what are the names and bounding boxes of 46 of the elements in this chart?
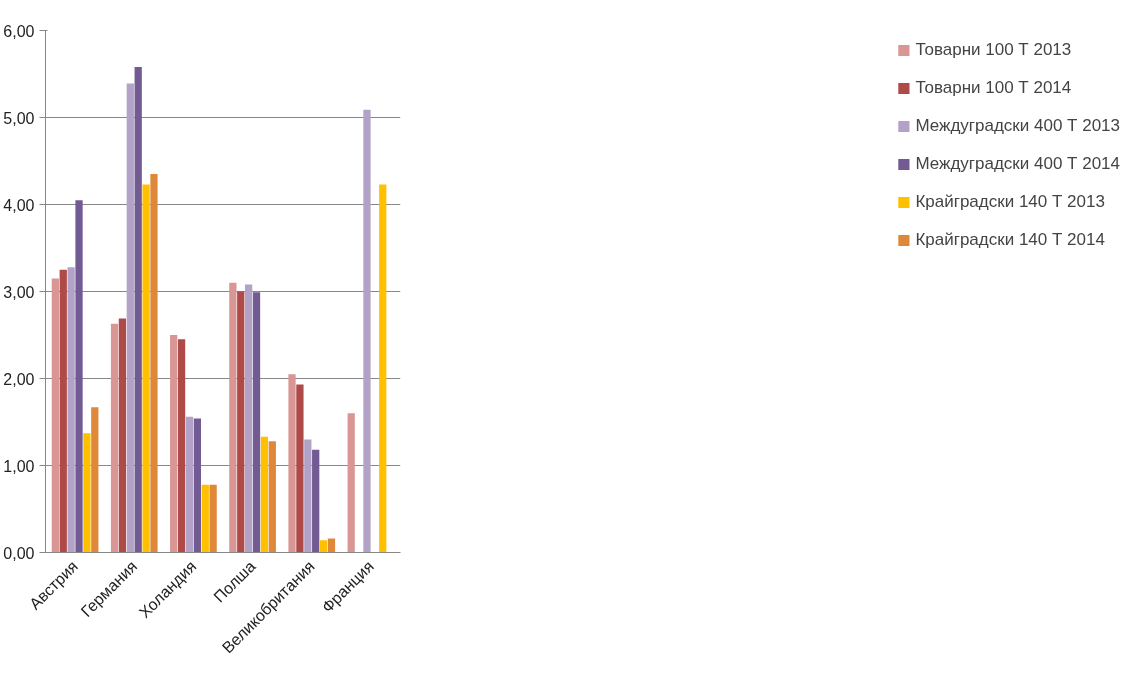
bar: [67, 267, 75, 553]
bar: [304, 439, 312, 553]
bar: [252, 292, 261, 553]
bar: [126, 83, 134, 553]
bar: [193, 418, 201, 553]
bar: [260, 436, 269, 553]
y-tick-label: 2,00: [3, 370, 35, 388]
bar: [83, 433, 91, 553]
bar: [150, 174, 158, 553]
bar: [59, 269, 67, 553]
y-tick-label: 0,00: [3, 544, 35, 562]
bar: [170, 335, 178, 553]
bar: [110, 323, 119, 553]
bar: [134, 67, 142, 553]
bar: [185, 416, 194, 553]
legend-label: Междуградски 400 Т 2014: [915, 154, 1120, 174]
bar: [327, 538, 336, 553]
bar: [209, 484, 217, 553]
y-tick-label: 5,00: [3, 109, 35, 127]
y-tick-label: 6,00: [3, 22, 35, 40]
bar: [237, 291, 245, 553]
legend-label: Товарни 100 Т 2013: [915, 40, 1072, 60]
bar: [75, 200, 83, 553]
bar: [312, 449, 320, 553]
bar: [288, 374, 296, 553]
bar: [51, 278, 59, 553]
bar: [296, 384, 304, 553]
legend-label: Крайградски 140 Т 2013: [915, 192, 1105, 212]
y-tick-label: 3,00: [3, 283, 35, 301]
bar: [347, 413, 355, 553]
bar: [245, 284, 253, 553]
bar: [91, 407, 99, 553]
legend-label: Междуградски 400 Т 2013: [915, 116, 1120, 136]
legend-label: Крайградски 140 Т 2014: [915, 230, 1105, 250]
y-tick-label: 1,00: [3, 457, 35, 475]
bar: [379, 184, 387, 553]
bar: [142, 184, 150, 553]
bar: [201, 484, 209, 553]
bar: [363, 109, 371, 553]
bar: [229, 282, 237, 553]
y-tick-label: 4,00: [3, 196, 35, 214]
bar: [319, 540, 328, 553]
bar: [268, 441, 276, 553]
legend-label: Товарни 100 Т 2014: [915, 78, 1072, 98]
bar: [118, 318, 127, 553]
bar: [177, 339, 186, 553]
